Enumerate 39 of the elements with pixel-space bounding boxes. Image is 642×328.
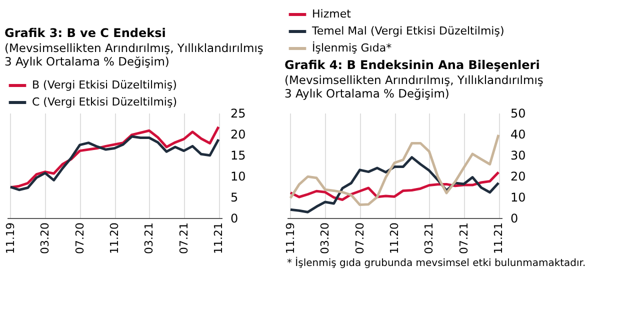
x-tick-label: 11.20 (108, 222, 121, 254)
x-tick-label: 07.20 (353, 222, 366, 254)
text: * İşlenmiş gıda grubunda mevsimsel etki bulunmamaktadır. (287, 256, 586, 269)
line-series (9, 135, 220, 192)
y-tick-label: 40 (510, 128, 526, 142)
y-tick-label: 10 (230, 170, 246, 184)
y-tick-label: 10 (510, 190, 526, 204)
y-tick-label: 15 (230, 148, 246, 162)
chart-title: Grafik 4: B Endeksinin Ana Bileşenleri (284, 58, 540, 72)
y-tick-label: 30 (510, 148, 526, 162)
y-tick-label: 5 (230, 190, 238, 204)
x-tick-label: 07.21 (457, 222, 470, 254)
x-tick-label: 07.20 (73, 222, 86, 254)
x-tick-label: 03.21 (142, 222, 156, 254)
chart-title: Grafik 3: B ve C Endeksi (4, 26, 166, 40)
x-tick-label: 03.21 (422, 222, 436, 254)
legend-label: Temel Mal (Vergi Etkisi Düzeltilmiş) (311, 24, 504, 38)
y-tick-label: 20 (230, 128, 246, 142)
y-tick-label: 20 (510, 170, 526, 184)
x-tick-label: 03.20 (38, 222, 52, 254)
chart-subtitle: (Mevsimsellikten Arındırılmış, Yıllıklandırılmış 3 Aylık Ortalama % Değişim) (4, 41, 264, 68)
y-tick-label: 50 (510, 106, 526, 120)
line-series (289, 170, 500, 201)
x-tick-label: 07.21 (177, 222, 190, 254)
x-tick-label: 11.20 (388, 222, 401, 254)
y-tick-label: 0 (230, 212, 238, 226)
x-tick-label: 11.21 (492, 222, 506, 254)
x-tick-label: 11.19 (4, 222, 17, 254)
y-tick-label: 0 (510, 212, 518, 226)
legend-label: B (Vergi Etkisi Düzeltilmiş) (32, 78, 177, 92)
legend-label: İşlenmiş Gıda* (312, 40, 392, 54)
x-tick-label: 11.19 (284, 222, 297, 254)
legend-label: Hizmet (312, 8, 352, 20)
y-tick-label: 25 (230, 106, 246, 120)
legend-label: C (Vergi Etkisi Düzeltilmiş) (32, 96, 178, 108)
x-tick-label: 03.20 (318, 222, 332, 254)
x-tick-label: 11.21 (212, 222, 226, 254)
chart-subtitle: (Mevsimsellikten Arındırılmış, Yıllıklandırılmış 3 Aylık Ortalama % Değişim) (284, 73, 544, 100)
line-series (289, 134, 500, 206)
